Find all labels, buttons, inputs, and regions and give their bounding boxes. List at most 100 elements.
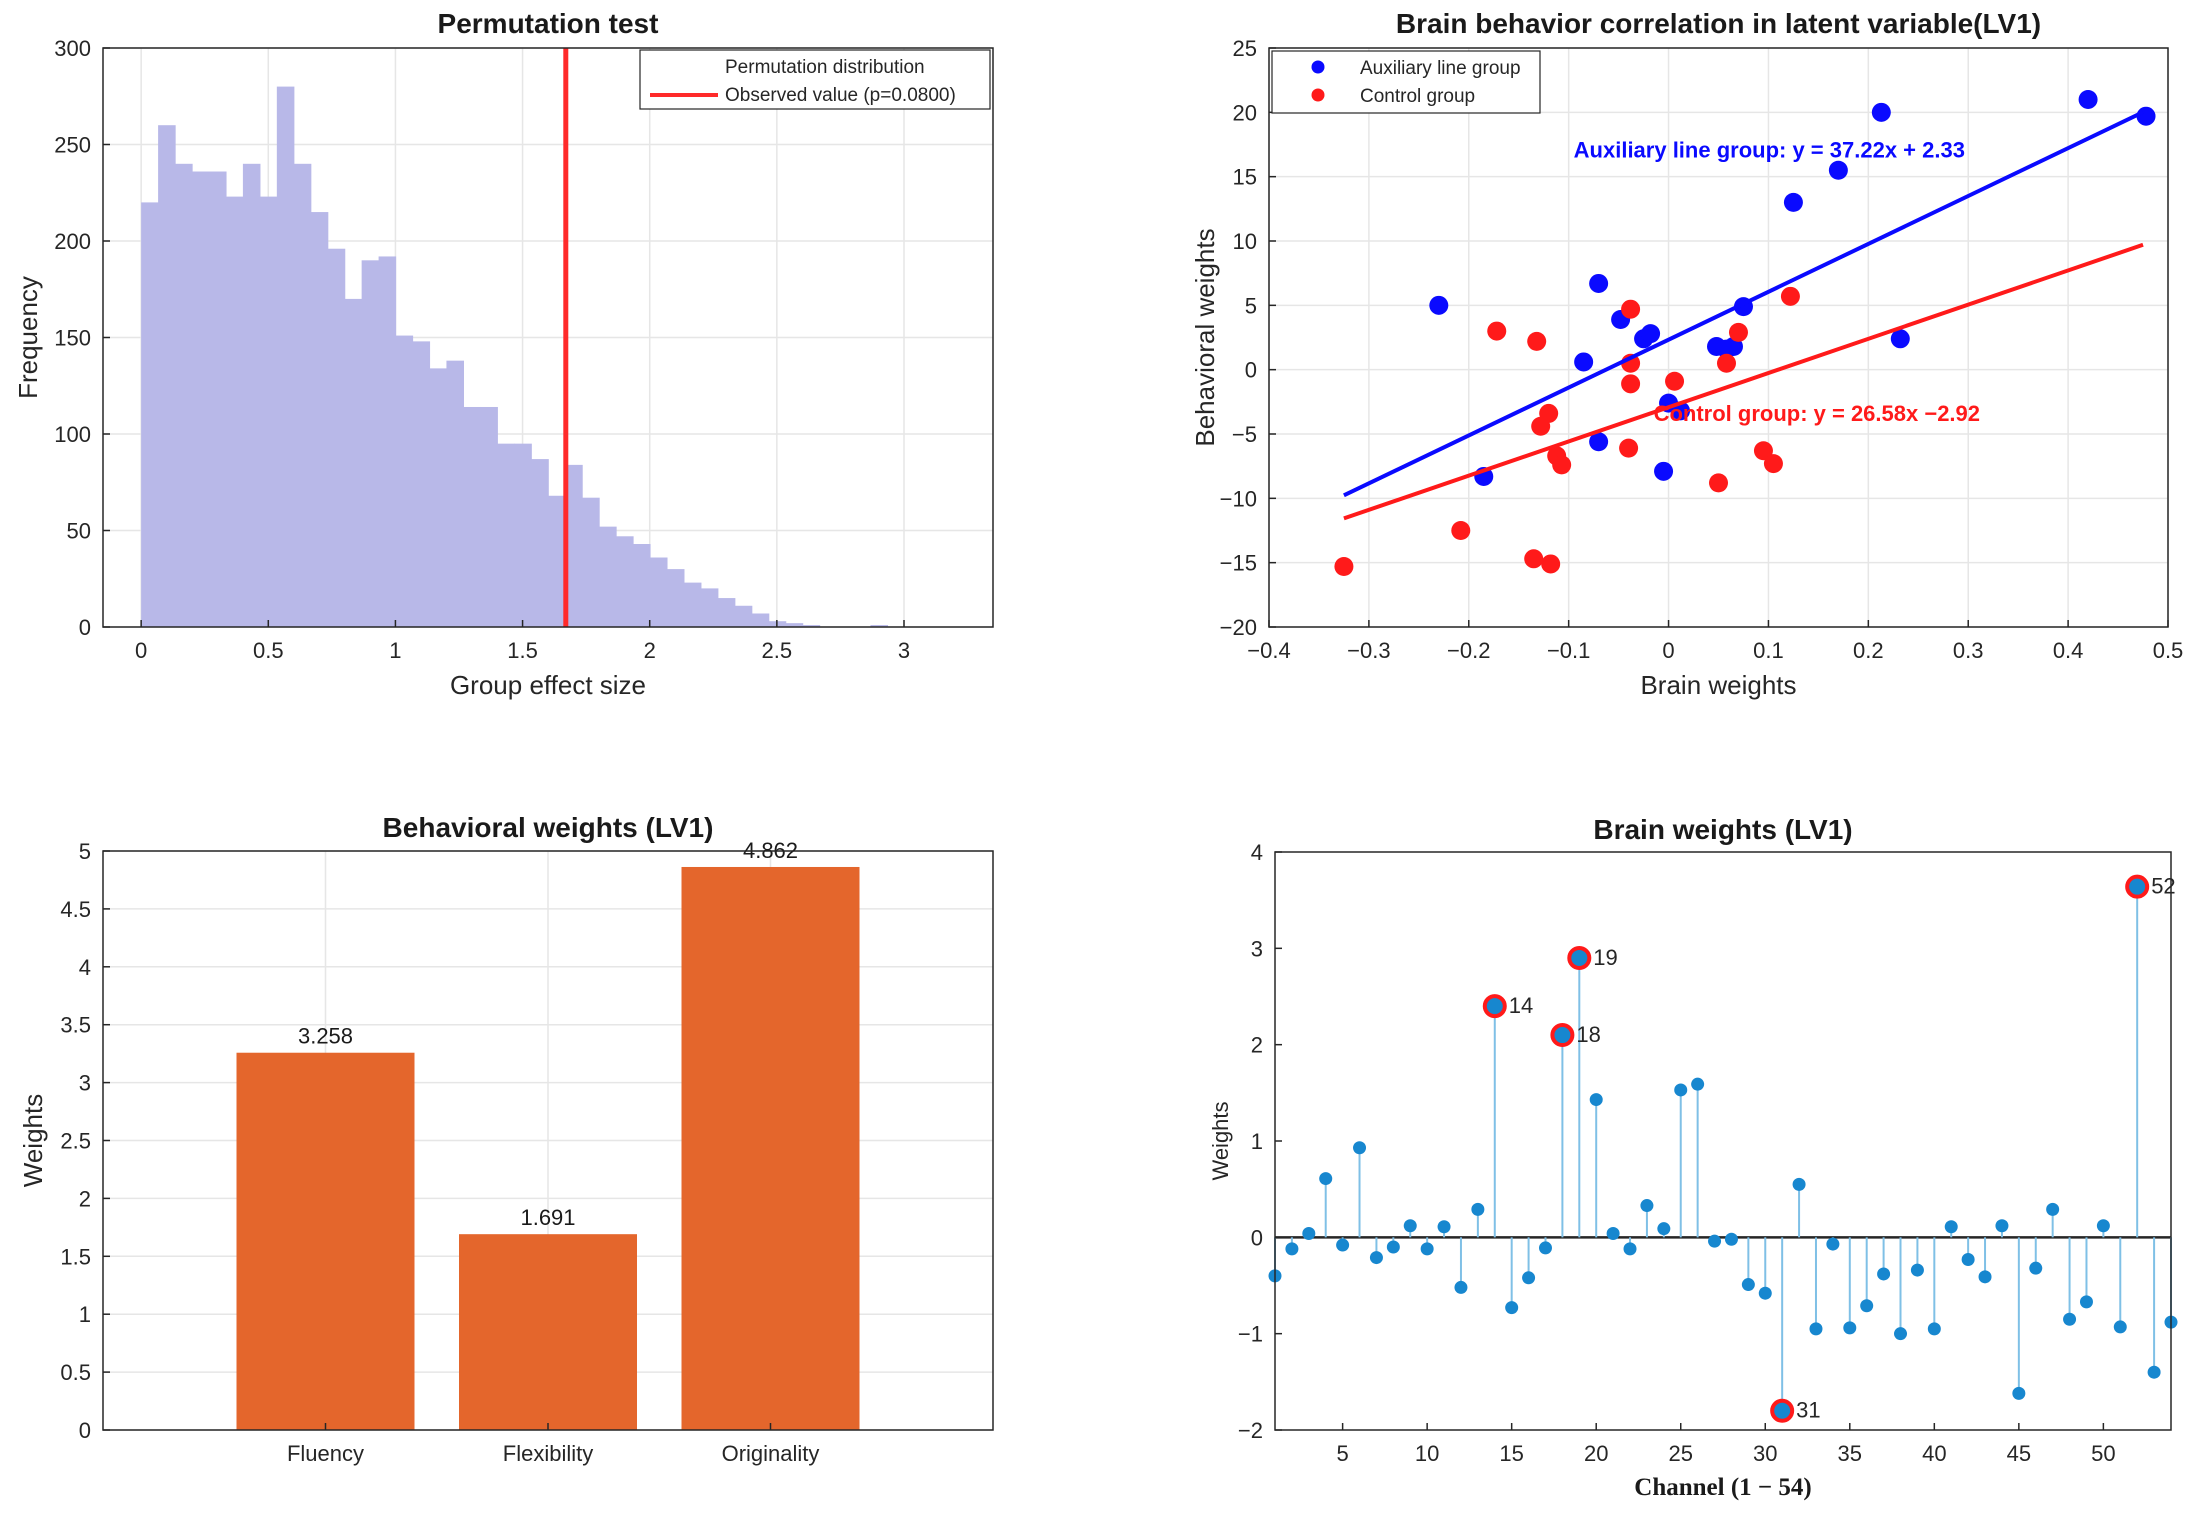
stem-marker [1809,1322,1823,1336]
legend-label: Observed value (p=0.0800) [725,85,956,106]
histogram-bar [785,623,804,627]
x-category-label: Fluency [287,1441,364,1466]
y-tick-label: −1 [1238,1322,1263,1347]
stem-marker [1336,1238,1350,1252]
x-tick-label: −0.1 [1547,638,1590,663]
x-tick-label: 0.5 [253,638,284,663]
legend-label: Permutation distribution [725,57,925,78]
y-axis-label: Weights [18,1094,48,1187]
stem-marker [1319,1172,1333,1186]
x-category-label: Flexibility [503,1441,593,1466]
chart-title: Behavioral weights (LV1) [383,812,714,843]
control-group-point [1621,299,1641,319]
y-tick-label: 15 [1233,165,1257,190]
y-axis-label: Behavioral weights [1190,228,1220,446]
legend-marker-auxiliary [1311,60,1325,74]
histogram-bar [633,544,651,627]
histogram-bar [242,163,261,628]
histogram-bar [344,298,363,627]
x-tick-label: −0.4 [1247,638,1290,663]
auxiliary-group-point [1641,324,1661,344]
y-tick-label: −10 [1220,486,1257,511]
control-group-point [1728,322,1748,342]
channel-label: 52 [2151,874,2175,899]
auxiliary-group-point [1783,192,1803,212]
histogram-bar [141,202,159,627]
control-group-point [1665,371,1685,391]
stem-marker [1386,1240,1400,1254]
histogram-bar [666,569,685,627]
stem-marker [1691,1077,1705,1091]
x-tick-label: 25 [1668,1441,1692,1466]
x-tick-label: 5 [1336,1441,1348,1466]
x-tick-label: 30 [1753,1441,1777,1466]
control-group-point [1527,331,1547,351]
histogram-bar [649,557,668,627]
behavioral-weights-panel: 3.258 1.691 4.862 Fluency Flexibility Origina… [0,780,1050,1525]
y-tick-label: 3 [79,1071,91,1096]
chart-svg: Auxiliary line group: y = 37.22x + 2.33 C… [1190,8,2184,700]
bar [459,1234,637,1430]
y-tick-label: 2 [79,1186,91,1211]
stem-marker [1708,1234,1722,1248]
auxiliary-group-point [1871,102,1891,122]
control-group-point [1487,321,1507,341]
x-tick-label: 0 [1662,638,1674,663]
histogram-bar [531,459,549,627]
control-group-point [1709,473,1728,493]
chart-title: Brain behavior correlation in latent var… [1396,8,2041,39]
chart-svg: 14 18 19 31 52 5 10 15 20 25 30 35 40 45 50 −2 −1 0 1 2 3 4 Br… [1208,814,2178,1501]
histogram-bar [616,536,634,627]
x-tick-label: 3 [898,638,910,663]
y-tick-label: 200 [54,229,91,254]
stem-marker [1471,1202,1485,1216]
y-tick-label: 100 [54,422,91,447]
brain-behavior-correlation-panel: Auxiliary line group: y = 37.22x + 2.33 C… [1100,0,2192,760]
stem-marker [1944,1220,1958,1234]
stem-marker [1741,1278,1755,1292]
stem-marker [1420,1242,1434,1256]
y-tick-label: 1.5 [60,1244,91,1269]
x-tick-label: 2 [644,638,656,663]
stem-marker [1589,1093,1603,1107]
histogram-bar [683,582,702,627]
x-tick-label: 0.5 [2153,638,2184,663]
histogram-bar [717,598,736,627]
control-group-point [1552,455,1572,475]
stem-marker [1454,1280,1468,1294]
x-tick-label: 0.4 [2053,638,2084,663]
channel-label: 31 [1796,1398,1820,1423]
histogram-bar [327,248,346,627]
x-axis-label: Brain weights [1640,670,1796,700]
bar-data-label: 3.258 [298,1024,353,1049]
bar-data-label: 1.691 [520,1205,575,1230]
y-tick-label: 0 [1251,1225,1263,1250]
y-tick-label: 10 [1233,229,1257,254]
histogram-bar [700,588,719,627]
highlighted-stem-marker [1482,994,1507,1019]
y-tick-label: 300 [54,36,91,61]
auxiliary-group-point [2078,89,2098,109]
stem-marker [1910,1263,1924,1277]
y-tick-label: 0 [1245,358,1257,383]
histogram-bar [802,625,821,627]
x-tick-label: 0 [135,638,147,663]
control-group-point [1753,441,1773,461]
y-tick-label: −15 [1220,551,1257,576]
histogram-bar [175,163,193,628]
histogram-bar [293,163,312,628]
control-group-point [1524,549,1544,569]
stem-marker [2012,1386,2026,1400]
x-tick-label: 20 [1584,1441,1608,1466]
histogram-bar [446,360,464,627]
stem-marker [1403,1219,1417,1233]
stem-marker [1978,1270,1992,1284]
auxiliary-fit-equation: Auxiliary line group: y = 37.22x + 2.33 [1574,137,1965,162]
stem-marker [1505,1301,1519,1315]
stem-marker [1285,1242,1299,1256]
stem-marker [1724,1232,1738,1246]
x-tick-label: 50 [2091,1441,2115,1466]
legend-marker-control [1311,88,1325,102]
stem-marker [1538,1241,1552,1255]
histogram-bar [734,605,753,627]
